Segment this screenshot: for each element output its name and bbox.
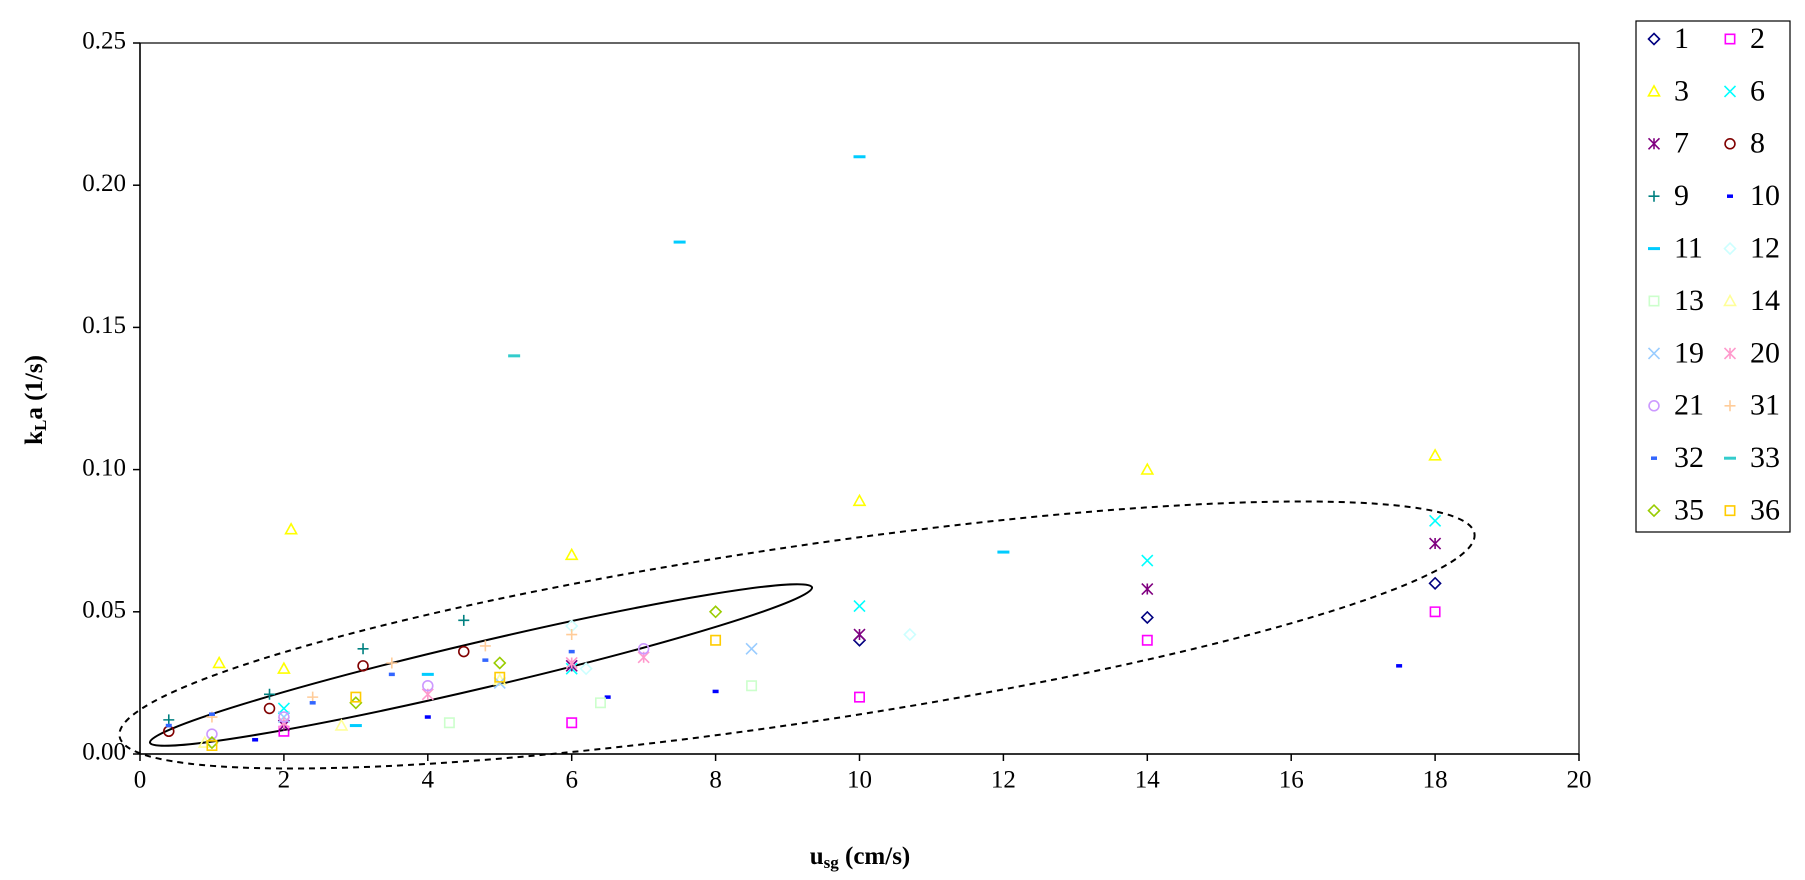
y-tick-label: 0.05 <box>82 597 126 624</box>
marker <box>1142 612 1153 623</box>
marker <box>445 718 454 727</box>
marker <box>1430 607 1439 616</box>
legend-label: 32 <box>1674 441 1704 474</box>
marker <box>854 629 865 640</box>
marker <box>358 643 369 654</box>
x-title-rest: (cm/s) <box>839 843 911 870</box>
marker <box>278 663 289 673</box>
legend-label: 2 <box>1750 22 1765 55</box>
legend-label: 13 <box>1674 284 1704 317</box>
legend-label: 35 <box>1674 493 1704 526</box>
x-title-sub: sg <box>824 853 840 872</box>
x-tick-label: 0 <box>134 767 147 794</box>
y-title-main: k <box>21 431 48 445</box>
legend-label: 19 <box>1674 336 1704 369</box>
x-tick-label: 18 <box>1423 767 1448 794</box>
marker <box>358 661 368 671</box>
marker <box>214 657 225 667</box>
legend-label: 10 <box>1750 179 1780 212</box>
marker <box>265 704 275 714</box>
marker <box>1430 578 1441 589</box>
legend-label: 6 <box>1750 74 1765 107</box>
chart: usg (cm/s) kLa (1/s) 0.00 0.05 0.10 0.15 0.2… <box>0 0 1805 880</box>
marker <box>566 629 577 640</box>
x-tick-label: 10 <box>847 767 872 794</box>
marker <box>747 681 756 690</box>
marker <box>307 692 318 703</box>
y-tick-label: 0.20 <box>82 170 126 197</box>
y-tick-label: 0.00 <box>82 739 126 766</box>
marker <box>711 636 720 645</box>
marker <box>1430 538 1441 549</box>
x-tick-label: 12 <box>991 767 1016 794</box>
legend-label: 36 <box>1750 493 1780 526</box>
marker <box>855 692 864 701</box>
x-title-main: u <box>810 843 824 870</box>
legend-label: 9 <box>1674 179 1689 212</box>
legend-label: 31 <box>1750 389 1780 422</box>
legend-label: 11 <box>1674 231 1703 264</box>
marker <box>458 615 469 626</box>
y-axis-title: kLa (1/s) <box>21 355 50 445</box>
x-tick-label: 6 <box>565 767 578 794</box>
legend-label: 12 <box>1750 231 1780 264</box>
y-title-rest: a (1/s) <box>21 355 48 420</box>
x-tick-label: 14 <box>1135 767 1161 794</box>
marker <box>163 714 174 725</box>
marker <box>336 720 347 730</box>
y-tick-label: 0.15 <box>82 312 126 339</box>
marker <box>459 647 469 657</box>
marker <box>1142 584 1153 595</box>
legend-label: 1 <box>1674 22 1689 55</box>
marker <box>1143 636 1152 645</box>
legend-label: 14 <box>1750 284 1780 317</box>
x-tick-label: 16 <box>1279 767 1304 794</box>
x-tick-label: 20 <box>1567 767 1592 794</box>
marker <box>566 549 577 559</box>
marker <box>286 524 297 534</box>
marker <box>1142 464 1153 474</box>
y-tick-label: 0.25 <box>82 28 126 55</box>
plot-frame <box>140 43 1579 754</box>
legend-label: 8 <box>1750 127 1765 160</box>
marker <box>350 697 361 708</box>
x-tick-label: 8 <box>709 767 722 794</box>
marker <box>1430 450 1441 460</box>
legend-label: 21 <box>1674 389 1704 422</box>
marker <box>567 718 576 727</box>
marker <box>1142 555 1153 566</box>
x-axis-title: usg (cm/s) <box>810 843 911 872</box>
x-tick-label: 4 <box>422 767 435 794</box>
marker <box>746 643 757 654</box>
marker <box>494 657 505 668</box>
x-tick-label: 2 <box>278 767 291 794</box>
marker <box>854 495 865 505</box>
legend-label: 20 <box>1750 336 1780 369</box>
marker <box>386 657 397 668</box>
marker <box>1430 515 1441 526</box>
legend-label: 33 <box>1750 441 1780 474</box>
marker <box>596 698 605 707</box>
legend-label: 3 <box>1674 74 1689 107</box>
marker <box>904 629 915 640</box>
legend-label: 7 <box>1674 127 1689 160</box>
marker <box>854 601 865 612</box>
y-tick-label: 0.10 <box>82 454 126 481</box>
marker <box>710 606 721 617</box>
y-title-sub: L <box>31 420 50 431</box>
